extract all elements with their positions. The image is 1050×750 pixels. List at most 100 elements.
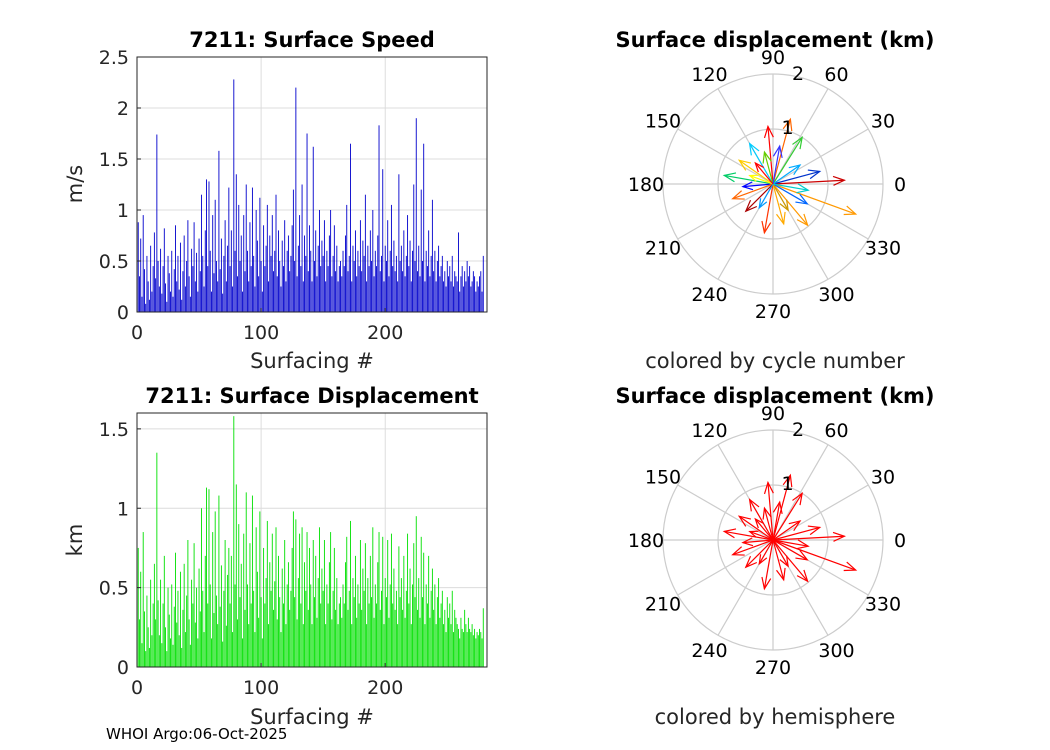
displacement-bar <box>397 624 399 667</box>
speed-bar <box>331 276 333 312</box>
polar-hemisphere-arrow-shaft <box>732 539 774 556</box>
displacement-bar <box>467 617 469 667</box>
speed-bar <box>461 266 463 312</box>
polar-cycle-angle-label: 210 <box>645 238 681 260</box>
displacement-bar <box>299 533 301 667</box>
speed-bar <box>448 276 449 312</box>
speed-bar <box>460 276 462 312</box>
polar-cycle-arrow-head <box>754 161 765 173</box>
polar-hemisphere-arrow-head <box>832 531 847 542</box>
speed-bar <box>407 215 409 312</box>
displacement-bar <box>259 511 261 667</box>
polar-hemisphere-arrow-head <box>761 576 772 591</box>
polar-cycle-arrow-shaft <box>772 145 781 185</box>
speed-bar <box>198 238 200 312</box>
displacement-bar <box>394 609 396 667</box>
polar-cycle-radial-label: 2 <box>792 63 804 85</box>
displacement-bar <box>307 609 309 667</box>
speed-bar <box>364 194 366 312</box>
polar-cycle-angle-label: 0 <box>894 174 906 196</box>
displacement-bar <box>382 536 384 667</box>
displacement-bar <box>160 579 162 667</box>
speed-bar <box>390 204 392 312</box>
speed-bar <box>251 187 253 312</box>
displacement-bar <box>207 603 209 667</box>
displacement-bar <box>456 624 458 667</box>
displacement-bar <box>445 632 447 667</box>
footer-credit: WHOI Argo:06-Oct-2025 <box>106 725 288 743</box>
polar-cycle-arrow-head <box>796 183 810 194</box>
polar-cycle-arrow-head <box>763 124 774 139</box>
displacement-bar <box>440 603 442 667</box>
speed-bar <box>258 276 260 312</box>
polar-cycle-angle-label: 300 <box>818 284 854 306</box>
polar-cycle-arrow <box>772 169 822 185</box>
speed-bar <box>213 273 215 312</box>
displacement-bar <box>168 614 170 667</box>
speed-bar <box>384 245 386 312</box>
speed-bar <box>274 250 276 312</box>
speed-ytick-label: 1.5 <box>99 149 129 171</box>
displacement-bar <box>312 540 314 667</box>
polar-cycle-arrow <box>754 161 774 185</box>
polar-hemisphere-caption: colored by hemisphere <box>655 705 896 729</box>
speed-bar <box>386 261 387 312</box>
displacement-bar <box>379 609 381 667</box>
speed-bar <box>199 271 201 312</box>
displacement-bar <box>474 628 476 667</box>
displacement-bar <box>208 489 210 667</box>
displacement-bar <box>345 562 346 667</box>
displacement-bar <box>217 624 219 667</box>
displacement-bar <box>176 622 178 667</box>
speed-bar <box>201 194 202 312</box>
displacement-ytick-label: 0 <box>117 657 129 679</box>
polar-cycle-arrow-head <box>843 205 858 216</box>
polar-cycle-angle-label: 90 <box>761 47 785 69</box>
polar-cycle-radial-label: 1 <box>781 117 793 139</box>
speed-bar <box>408 266 410 312</box>
displacement-bar <box>244 609 246 667</box>
polar-hemisphere-arrow-head <box>807 525 822 536</box>
displacement-bar <box>327 603 329 667</box>
speed-bar <box>311 281 313 312</box>
polar-cycle-spoke <box>772 128 869 185</box>
displacement-bar <box>390 533 392 667</box>
speed-bar <box>366 281 368 312</box>
polar-hemisphere-arrow-head <box>763 480 774 495</box>
speed-bar <box>424 281 426 312</box>
polar-hemisphere-arrow <box>761 539 774 591</box>
displacement-bar <box>269 562 271 667</box>
displacement-bar <box>193 543 195 667</box>
polar-hemisphere-arrow-shaft <box>772 475 791 541</box>
displacement-bar <box>384 578 386 667</box>
speed-bar <box>196 252 198 312</box>
speed-bar <box>454 271 456 312</box>
displacement-bar <box>328 562 330 667</box>
displacement-bar <box>332 590 334 667</box>
displacement-bar <box>206 487 207 667</box>
speed-bar <box>373 276 375 312</box>
speed-bar <box>404 276 406 312</box>
speed-bar <box>244 271 246 312</box>
displacement-bar <box>292 511 294 667</box>
displacement-bar <box>423 552 425 667</box>
speed-bar <box>167 255 169 312</box>
speed-bar <box>412 250 413 312</box>
speed-bar <box>186 261 188 312</box>
polar-hemisphere-arrow <box>731 539 774 556</box>
speed-bar <box>177 255 179 312</box>
displacement-ytick-label: 1 <box>117 498 129 520</box>
speed-bar <box>166 301 168 312</box>
displacement-bar <box>398 546 400 667</box>
displacement-bar <box>265 578 267 667</box>
speed-bar <box>171 250 173 312</box>
speed-bar <box>351 281 353 312</box>
polar-cycle-arrow-head <box>761 220 772 235</box>
speed-bar <box>161 293 163 312</box>
polar-hemisphere-arrow <box>772 531 847 542</box>
speed-bar <box>345 235 346 312</box>
displacement-bar <box>443 624 445 667</box>
displacement-bar <box>146 595 148 667</box>
polar-cycle-arrow-shaft <box>772 119 791 185</box>
displacement-bar <box>247 584 248 667</box>
